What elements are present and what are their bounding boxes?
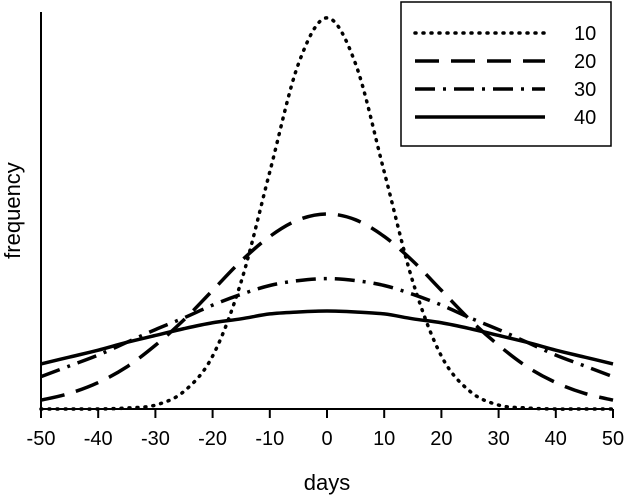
legend-label-10: 10 [574, 23, 596, 45]
x-tick-label: 0 [321, 428, 332, 450]
x-tick-label: 20 [430, 428, 452, 450]
plot-area [39, 16, 615, 411]
legend-label-30: 30 [574, 79, 596, 101]
x-tick-label: 50 [602, 428, 624, 450]
y-axis-title: frequency [0, 162, 25, 259]
x-tick-label: -10 [255, 428, 284, 450]
series-line-20 [40, 212, 614, 402]
series-line-30 [40, 276, 614, 379]
x-tick-label: -50 [27, 428, 56, 450]
x-tick-label: 40 [545, 428, 567, 450]
legend-label-40: 40 [574, 107, 596, 129]
series-line-10 [39, 16, 615, 411]
x-tick-label: -30 [141, 428, 170, 450]
series-line-40 [40, 309, 614, 366]
x-tick-label: 10 [373, 428, 395, 450]
legend-label-20: 20 [574, 51, 596, 73]
x-tick-label: -40 [84, 428, 113, 450]
x-tick-label: -20 [198, 428, 227, 450]
legend-box [400, 1, 612, 147]
legend: 10 20 30 40 [400, 1, 612, 147]
x-axis-title: days [304, 470, 350, 495]
x-tick-label: 30 [487, 428, 509, 450]
x-axis: -50 -40 -30 -20 -10 0 10 20 30 40 50 [27, 408, 624, 450]
